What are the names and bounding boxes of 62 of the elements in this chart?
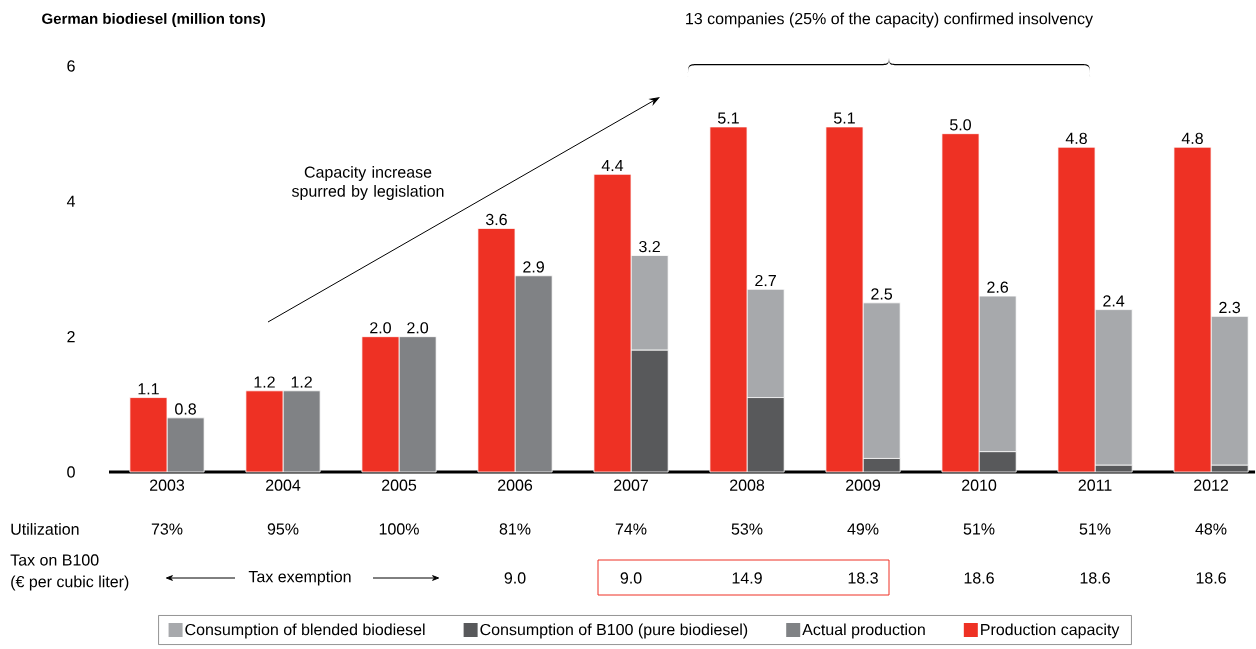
data-label: 1.2 bbox=[254, 376, 275, 388]
legend-label: Production capacity bbox=[981, 623, 1120, 639]
x-tick-label: 2011 bbox=[1078, 479, 1112, 491]
text: 48% bbox=[1195, 523, 1227, 535]
data-label: 1.2 bbox=[291, 376, 312, 388]
x-tick-label: 2010 bbox=[962, 479, 997, 491]
legend-label: Consumption of blended biodiesel bbox=[185, 623, 425, 639]
data-label: 2.9 bbox=[523, 261, 544, 273]
x-tick-label: 2008 bbox=[730, 479, 765, 491]
text: 73% bbox=[151, 523, 183, 535]
annotation: Capacity increase spurred by legislation bbox=[291, 166, 444, 200]
x-tick-label: 2012 bbox=[1194, 479, 1229, 491]
y-tick-label: 2 bbox=[67, 331, 75, 343]
text: 9.0 bbox=[620, 572, 642, 584]
x-tick-label: 2005 bbox=[382, 479, 417, 491]
data-label: 2.4 bbox=[1103, 295, 1125, 307]
data-label: 0.8 bbox=[175, 403, 196, 415]
text: Tax on B100 bbox=[10, 554, 99, 566]
text: Utilization bbox=[11, 523, 79, 535]
text: Tax exemption bbox=[248, 570, 351, 586]
y-axis-title: German biodiesel (million tons) bbox=[42, 13, 265, 27]
data-label: 1.1 bbox=[138, 383, 159, 395]
data-label: 5.0 bbox=[950, 119, 971, 131]
text: 74% bbox=[615, 523, 647, 535]
text: 81% bbox=[499, 523, 531, 535]
data-label: 2.5 bbox=[871, 288, 893, 300]
data-label: 2.0 bbox=[370, 322, 391, 334]
data-label: 4.8 bbox=[1065, 132, 1087, 144]
x-tick-label: 2006 bbox=[498, 479, 533, 491]
text: 53% bbox=[731, 523, 763, 535]
y-tick-label: 0 bbox=[67, 466, 75, 478]
text: 9.0 bbox=[504, 572, 526, 584]
text: 14.9 bbox=[732, 572, 762, 584]
data-label: 2.3 bbox=[1219, 301, 1241, 314]
data-label: 2.0 bbox=[407, 322, 429, 334]
data-label: 5.1 bbox=[717, 112, 739, 124]
x-tick-label: 2003 bbox=[150, 479, 185, 491]
data-label: 4.8 bbox=[1181, 132, 1203, 144]
data-label: 2.7 bbox=[755, 274, 776, 287]
text: 51% bbox=[963, 523, 995, 535]
x-tick-label: 2007 bbox=[614, 479, 649, 491]
text: 18.6 bbox=[1196, 572, 1226, 584]
y-tick-label: 4 bbox=[66, 195, 76, 207]
data-label: 4.4 bbox=[601, 160, 624, 172]
text: 18.6 bbox=[964, 572, 994, 584]
y-tick-label: 6 bbox=[67, 60, 75, 72]
text: 18.3 bbox=[848, 572, 878, 584]
x-tick-label: 2009 bbox=[846, 479, 881, 491]
data-label: 3.2 bbox=[639, 240, 660, 253]
text: 13 companies (25% of the capacity) confirmed insolvency bbox=[686, 12, 1093, 28]
data-label: 2.6 bbox=[987, 281, 1009, 293]
x-tick-label: 2004 bbox=[266, 479, 301, 491]
data-label: 5.1 bbox=[834, 112, 855, 124]
legend-label: Consumption of B100 (pure biodiesel) bbox=[480, 623, 748, 639]
text: 18.6 bbox=[1080, 572, 1110, 584]
text: (€ per cubic liter) bbox=[11, 575, 129, 591]
text: 95% bbox=[267, 523, 299, 535]
data-label: 3.6 bbox=[485, 213, 507, 226]
text: 100% bbox=[379, 523, 419, 535]
text: 49% bbox=[847, 523, 879, 535]
legend-label: Actual production bbox=[802, 623, 925, 639]
text: 51% bbox=[1079, 523, 1111, 535]
